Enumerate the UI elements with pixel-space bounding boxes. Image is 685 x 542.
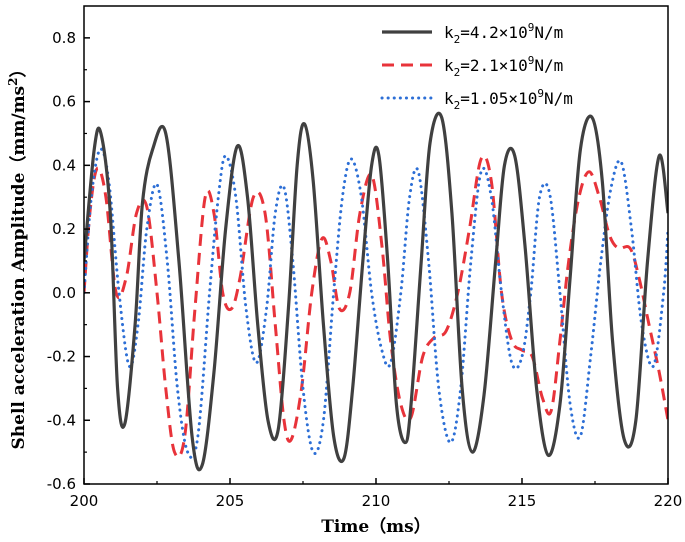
y-tick-label: 0.6 (52, 93, 76, 111)
plot-frame (83, 5, 669, 485)
series-line-2 (84, 154, 668, 459)
legend-label-2: k2=2.1×109N/m (444, 54, 563, 79)
axis-ticks: 200 205 210 215 220 -0.6 -0.4 -0.2 0.0 0.2 0.4 0.6 0… (47, 29, 683, 510)
legend-label-3: k2=1.05×109N/m (444, 87, 573, 112)
series-layer (84, 111, 668, 472)
x-tick-label: 220 (654, 492, 683, 510)
legend: k2=4.2×109N/m k2=2.1×109N/m k2=1.05×109N/m (380, 21, 573, 112)
y-axis-title-sup: 2 (6, 78, 20, 86)
y-tick-label: 0.8 (52, 29, 76, 47)
legend-label-1: k2=4.2×109N/m (444, 21, 563, 46)
x-tick-label: 205 (216, 492, 245, 510)
series-line-1 (84, 111, 668, 472)
y-tick-label: 0.4 (52, 156, 76, 174)
y-tick-label: -0.4 (47, 411, 76, 429)
x-tick-label: 215 (508, 492, 537, 510)
series-line-3 (84, 147, 668, 460)
y-axis-title: Shell acceleration Amplitude（mm/ms2） (6, 61, 29, 450)
y-axis-title-close: ） (8, 61, 29, 78)
x-axis-title: Time（ms） (321, 516, 430, 537)
y-tick-label: -0.6 (47, 475, 76, 493)
y-axis-title-main: Shell acceleration Amplitude（mm/ms (8, 86, 29, 450)
y-tick-label: 0.0 (52, 284, 76, 302)
x-tick-label: 200 (70, 492, 99, 510)
y-tick-label: 0.2 (52, 220, 76, 238)
x-tick-label: 210 (362, 492, 391, 510)
y-tick-label: -0.2 (47, 348, 76, 366)
